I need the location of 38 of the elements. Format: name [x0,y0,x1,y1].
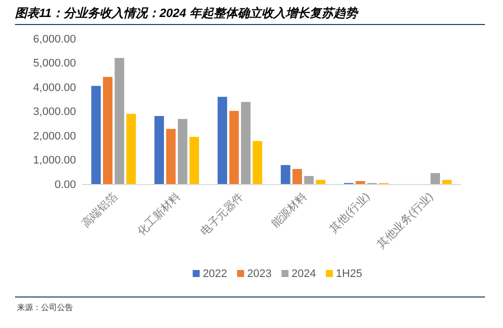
y-tick-label: 2,000.00 [33,130,76,142]
y-tick-label: 4,000.00 [33,82,76,94]
bar [126,114,136,184]
bar [430,173,440,184]
legend-label: 2024 [292,268,316,280]
y-tick-label: 1,000.00 [33,154,76,167]
x-tick-label: 其他(行业) [326,190,372,236]
bar [442,180,452,184]
bar [178,118,188,184]
bar [166,128,176,184]
legend-label: 2023 [247,268,272,280]
bar [114,58,124,184]
y-tick-label: 6,000.00 [33,33,76,46]
y-tick-label: 5,000.00 [33,58,76,70]
bar [280,165,290,184]
bar [241,102,251,184]
bar [102,76,112,184]
bar [252,141,262,184]
bar [154,116,164,184]
bar [356,181,366,184]
x-tick-label: 化工新材料 [134,190,183,238]
chart-title: 图表11：分业务收入情况：2024 年起整体确立收入增长复苏趋势 [15,6,360,20]
source-note: 来源：公司公告 [17,303,73,312]
bar [316,180,326,184]
x-tick-label: 能源材料 [268,190,310,230]
x-tick-label: 高端铝箔 [79,190,120,230]
x-tick-label: 电子元器件 [198,190,246,238]
bar [218,96,228,184]
legend-label: 2022 [202,268,228,280]
bar [304,176,314,184]
bar [190,136,200,184]
x-tick-label: 其他业务(行业) [374,190,436,251]
bar [292,168,302,184]
y-tick-label: 3,000.00 [33,106,76,118]
legend-label: 1H25 [336,268,362,280]
bar [229,110,239,184]
y-tick-label: 0.00 [54,179,76,191]
bar [91,86,101,184]
